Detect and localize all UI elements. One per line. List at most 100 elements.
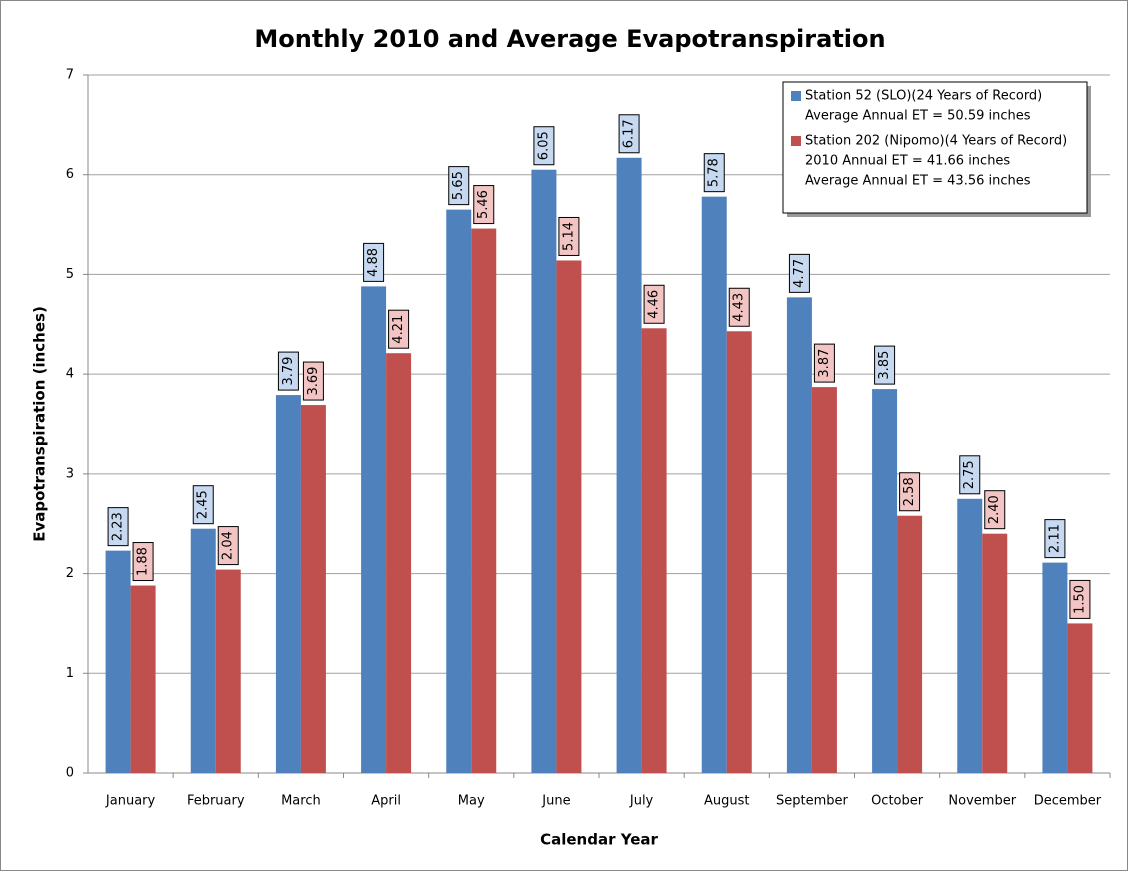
- bar: [531, 169, 557, 773]
- x-tick-label: April: [371, 794, 401, 809]
- value-label: 4.46: [647, 290, 662, 319]
- bar: [105, 550, 131, 773]
- bar: [386, 353, 412, 773]
- bar: [1067, 623, 1093, 773]
- value-label-box: [558, 216, 580, 256]
- value-label-box: [1069, 579, 1091, 619]
- value-label: 5.46: [476, 190, 491, 219]
- value-label: 2.45: [196, 490, 211, 519]
- value-label-box: [192, 485, 214, 525]
- x-tick-label: November: [948, 794, 1016, 809]
- x-tick-label: September: [776, 794, 849, 809]
- value-label-box: [984, 490, 1006, 530]
- bar: [275, 395, 301, 773]
- value-label-box: [874, 345, 896, 385]
- value-label: 2.40: [987, 495, 1002, 524]
- bar: [726, 331, 752, 773]
- value-label: 2.04: [221, 531, 236, 560]
- x-tick-label: February: [187, 794, 245, 809]
- bar: [471, 228, 497, 773]
- y-tick-label: 1: [66, 666, 74, 681]
- x-tick-label: October: [871, 794, 924, 809]
- value-label: 4.88: [366, 248, 381, 277]
- value-label: 3.85: [877, 351, 892, 380]
- value-label-box: [788, 253, 810, 293]
- value-label-box: [959, 455, 981, 495]
- value-label-box: [813, 343, 835, 383]
- x-tick-label: June: [541, 794, 570, 809]
- bar: [556, 260, 582, 773]
- y-tick-label: 0: [66, 766, 74, 781]
- value-label-box: [277, 351, 299, 391]
- bar: [446, 209, 472, 774]
- x-tick-label: May: [458, 794, 485, 809]
- x-tick-label: March: [281, 794, 321, 809]
- legend-note: Average Annual ET = 50.59 inches: [805, 109, 1031, 124]
- value-label: 2.23: [111, 512, 126, 541]
- x-axis-title: Calendar Year: [540, 831, 658, 849]
- bar: [811, 387, 837, 773]
- value-label: 3.69: [306, 367, 321, 396]
- value-label-box: [217, 526, 239, 566]
- value-label: 2.75: [962, 460, 977, 489]
- legend-label: Station 52 (SLO)(24 Years of Record): [805, 89, 1042, 104]
- legend-note: Average Annual ET = 43.56 inches: [805, 174, 1031, 189]
- value-label: 6.17: [622, 119, 637, 148]
- bar: [957, 498, 983, 773]
- y-tick-label: 6: [66, 167, 74, 182]
- value-label-box: [132, 542, 154, 582]
- value-label: 5.65: [451, 171, 466, 200]
- value-label: 5.78: [707, 158, 722, 187]
- value-label: 5.14: [561, 222, 576, 251]
- y-tick-label: 3: [66, 466, 74, 481]
- x-tick-label: December: [1034, 794, 1102, 809]
- value-label: 2.11: [1047, 524, 1062, 553]
- legend-note: 2010 Annual ET = 41.66 inches: [805, 154, 1010, 169]
- value-label-box: [302, 361, 324, 401]
- y-tick-label: 2: [66, 566, 74, 581]
- bar: [982, 533, 1008, 773]
- bar: [300, 405, 326, 773]
- value-label: 3.87: [817, 349, 832, 378]
- value-label-box: [388, 309, 410, 349]
- bar: [641, 328, 667, 773]
- bar: [786, 297, 812, 773]
- value-label: 4.43: [732, 293, 747, 322]
- bar: [361, 286, 387, 773]
- chart-title: Monthly 2010 and Average Evapotranspirat…: [254, 25, 885, 53]
- legend-swatch: [791, 91, 801, 101]
- value-label: 1.88: [136, 547, 151, 576]
- value-label-box: [643, 284, 665, 324]
- x-tick-label: July: [629, 794, 654, 809]
- value-label: 3.79: [281, 357, 296, 386]
- x-tick-label: January: [105, 794, 156, 809]
- y-tick-label: 4: [66, 367, 74, 382]
- value-label-box: [618, 114, 640, 154]
- y-tick-label: 5: [66, 267, 74, 282]
- value-label-box: [448, 166, 470, 206]
- legend-box: [782, 81, 1088, 214]
- value-label-box: [107, 507, 129, 547]
- value-label-box: [533, 126, 555, 166]
- bar: [130, 585, 156, 773]
- legend: Station 52 (SLO)(24 Years of Record) Aver…: [782, 81, 1091, 217]
- y-tick-label: 7: [66, 68, 74, 83]
- value-label-box: [728, 287, 750, 327]
- value-label-box: [1044, 519, 1066, 559]
- bar: [215, 569, 241, 773]
- value-label-box: [899, 472, 921, 512]
- bar: [872, 389, 898, 773]
- x-tick-label: August: [704, 794, 750, 809]
- value-label: 6.05: [536, 131, 551, 160]
- value-label: 4.21: [391, 315, 406, 344]
- value-label: 4.77: [792, 259, 807, 288]
- bar: [190, 528, 216, 773]
- bar: [701, 196, 727, 773]
- bar: [1042, 562, 1068, 773]
- value-label: 1.50: [1072, 585, 1087, 614]
- value-label-box: [703, 153, 725, 193]
- value-label-box: [473, 185, 495, 225]
- y-axis-title: Evapotranspiration (inches): [31, 306, 49, 542]
- legend-label: Station 202 (Nipomo)(4 Years of Record): [805, 134, 1067, 149]
